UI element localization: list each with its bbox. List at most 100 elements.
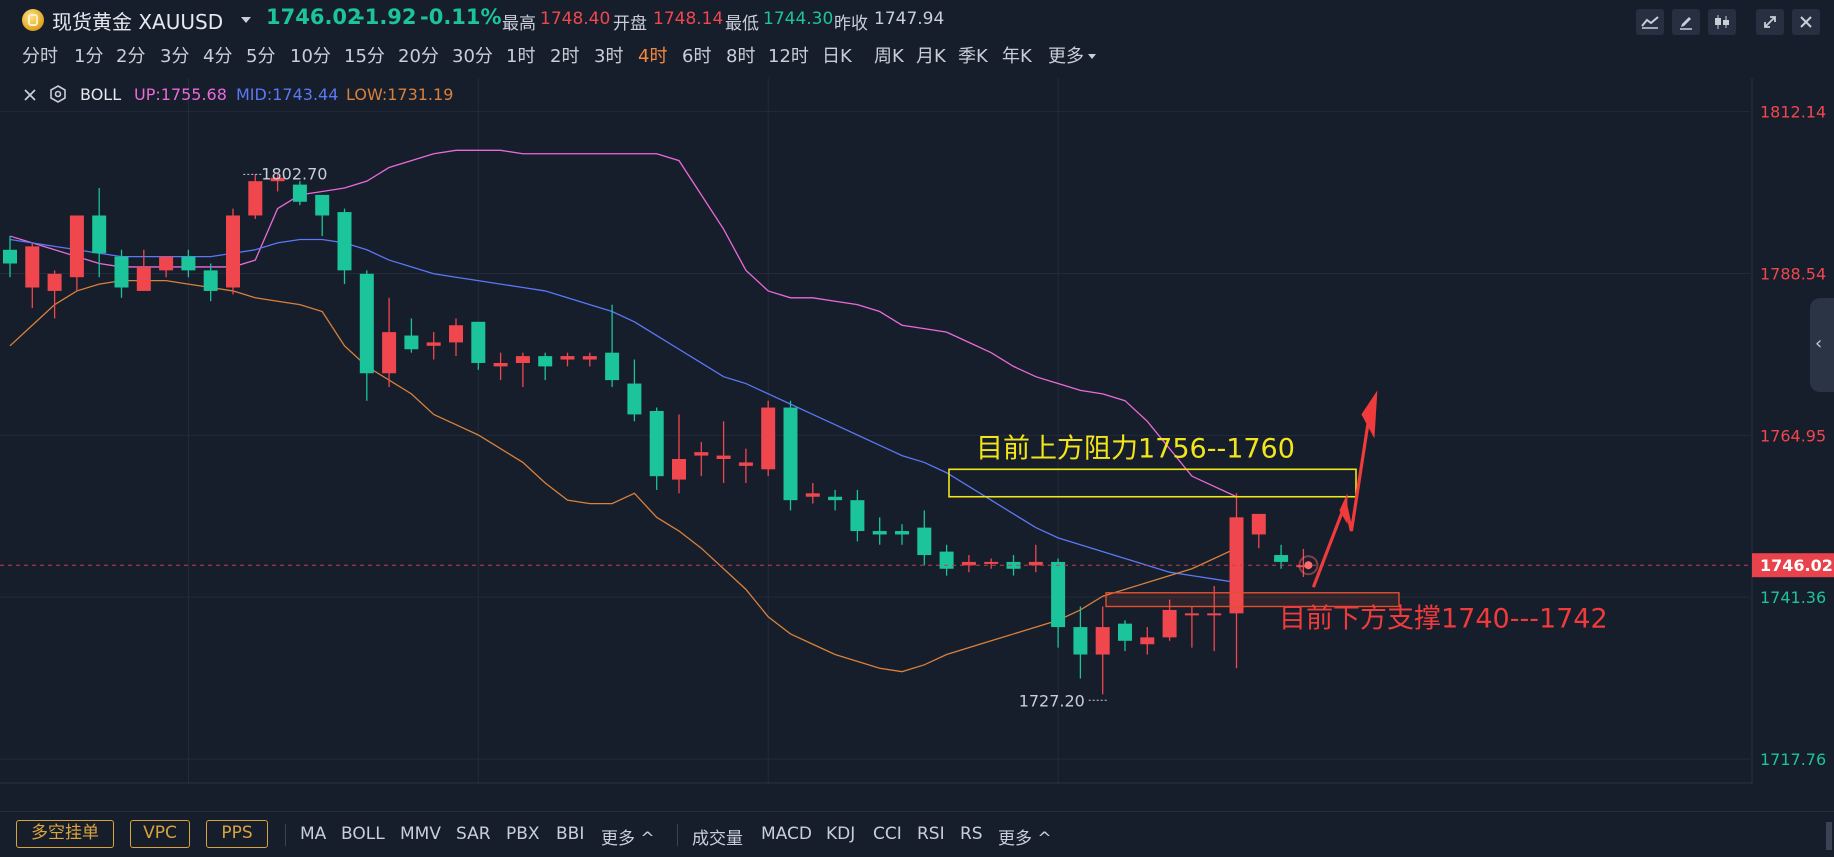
candle-body [738, 462, 753, 466]
candle [136, 249, 151, 291]
grid [0, 78, 1753, 784]
candle [1229, 493, 1244, 669]
candle [738, 448, 753, 484]
tab-22[interactable]: 更多 [1048, 46, 1084, 67]
candle-body [404, 335, 419, 350]
tab-14[interactable]: 6时 [682, 46, 712, 67]
candle-type-icon[interactable] [1708, 9, 1736, 35]
close-icon[interactable] [1792, 9, 1820, 35]
main-indicator-2[interactable]: MMV [400, 824, 441, 844]
tab-0[interactable]: 分时 [22, 46, 58, 67]
tab-16[interactable]: 12时 [768, 46, 809, 67]
sub-indicator-3[interactable]: CCI [873, 824, 902, 844]
indicator-name: BOLL [80, 85, 122, 104]
main-indicator-1[interactable]: BOLL [341, 824, 385, 844]
chevron-left-icon: ‹ [1815, 333, 1823, 354]
tab-4[interactable]: 4分 [203, 46, 233, 67]
tab-8[interactable]: 20分 [398, 46, 439, 67]
candle-body [560, 356, 575, 360]
candle-body [627, 383, 642, 415]
candle-body [850, 500, 865, 532]
sub-indicator-0[interactable]: 成交量 [692, 829, 743, 849]
candle [426, 332, 441, 360]
candle-body [203, 270, 218, 291]
scrollbar[interactable] [1826, 822, 1832, 850]
candle-body [493, 362, 508, 367]
stat-open-label: 开盘 [613, 14, 647, 34]
side-panel-toggle[interactable]: ‹ [1810, 298, 1834, 392]
tab-12[interactable]: 3时 [594, 46, 624, 67]
chart-area[interactable]: 目前上方阻力1756--1760 目前下方支撑1740---1742 1802.70… [0, 78, 1834, 812]
candle [69, 215, 84, 291]
candle-body [248, 181, 263, 216]
symbol-name[interactable]: 现货黄金 XAUUSD [52, 10, 224, 34]
candlestick-chart[interactable]: 目前上方阻力1756--1760 目前下方支撑1740---1742 1802.70… [0, 78, 1834, 812]
candle-body [761, 407, 776, 470]
candle-body [1184, 613, 1199, 616]
tab-3[interactable]: 3分 [160, 46, 190, 67]
chevron-down-icon[interactable] [241, 17, 251, 23]
tab-13[interactable]: 4时 [638, 46, 668, 67]
candle-body [805, 493, 820, 497]
tab-5[interactable]: 5分 [246, 46, 276, 67]
close-indicator-icon[interactable] [23, 87, 37, 106]
tab-20[interactable]: 季K [958, 46, 988, 67]
candle [939, 544, 954, 576]
main-indicator-4[interactable]: PBX [506, 824, 540, 844]
candle-body [1296, 565, 1311, 568]
tab-19[interactable]: 月K [916, 46, 946, 67]
tab-10[interactable]: 1时 [506, 46, 536, 67]
tab-11[interactable]: 2时 [550, 46, 580, 67]
main-indicator-6[interactable]: 更多 ^ [601, 829, 655, 849]
candle-body [649, 410, 664, 477]
candle [292, 181, 307, 206]
candle [672, 414, 686, 494]
pps-pill-button[interactable]: PPS [206, 820, 268, 848]
sub-indicator-5[interactable]: RS [960, 824, 983, 844]
candle-body [292, 184, 307, 202]
price-change: -1.92 [356, 5, 417, 29]
sub-indicator-2[interactable]: KDJ [826, 824, 856, 844]
tab-2[interactable]: 2分 [116, 46, 146, 67]
arrowhead-icon [1339, 493, 1348, 525]
stat-low-value: 1744.30 [763, 9, 834, 29]
boll-up-label: UP:1755.68 [134, 85, 227, 104]
more-caret-icon[interactable] [1088, 54, 1096, 59]
sub-indicator-4[interactable]: RSI [917, 824, 945, 844]
settings-hex-icon[interactable] [49, 85, 67, 107]
candle-body [672, 459, 686, 480]
candle-body [426, 342, 441, 346]
tab-1[interactable]: 1分 [74, 46, 104, 67]
pen-icon[interactable] [1672, 9, 1700, 35]
tab-18[interactable]: 周K [874, 46, 904, 67]
main-indicator-0[interactable]: MA [300, 824, 327, 844]
candle [805, 483, 820, 504]
tab-9[interactable]: 30分 [452, 46, 493, 67]
tab-21[interactable]: 年K [1002, 46, 1032, 67]
tab-6[interactable]: 10分 [290, 46, 331, 67]
candle [404, 318, 419, 353]
boll-low-label: LOW:1731.19 [346, 85, 454, 104]
current-price-glow [1298, 555, 1319, 576]
tab-15[interactable]: 8时 [726, 46, 756, 67]
main-indicator-5[interactable]: BBI [556, 824, 585, 844]
line-draw-icon[interactable] [1636, 9, 1664, 35]
main-indicator-3[interactable]: SAR [456, 824, 491, 844]
candle-body [449, 325, 463, 343]
candle [716, 421, 731, 484]
candle-body [92, 215, 107, 254]
candle [92, 188, 107, 278]
boll-mid-label: MID:1743.44 [236, 85, 339, 104]
sub-indicator-1[interactable]: MACD [761, 824, 812, 844]
orders-pill-button[interactable]: 多空挂单 [16, 820, 114, 848]
tab-7[interactable]: 15分 [344, 46, 385, 67]
tab-17[interactable]: 日K [822, 46, 852, 67]
candle [1140, 627, 1155, 655]
vpc-pill-button[interactable]: VPC [130, 820, 190, 848]
sub-indicator-6[interactable]: 更多 ^ [998, 829, 1052, 849]
expand-icon[interactable] [1756, 9, 1784, 35]
last-price: 1746.02 [266, 5, 362, 29]
candle-body [917, 527, 932, 556]
stat-prevclose-value: 1747.94 [874, 9, 945, 29]
candle [1207, 585, 1222, 652]
